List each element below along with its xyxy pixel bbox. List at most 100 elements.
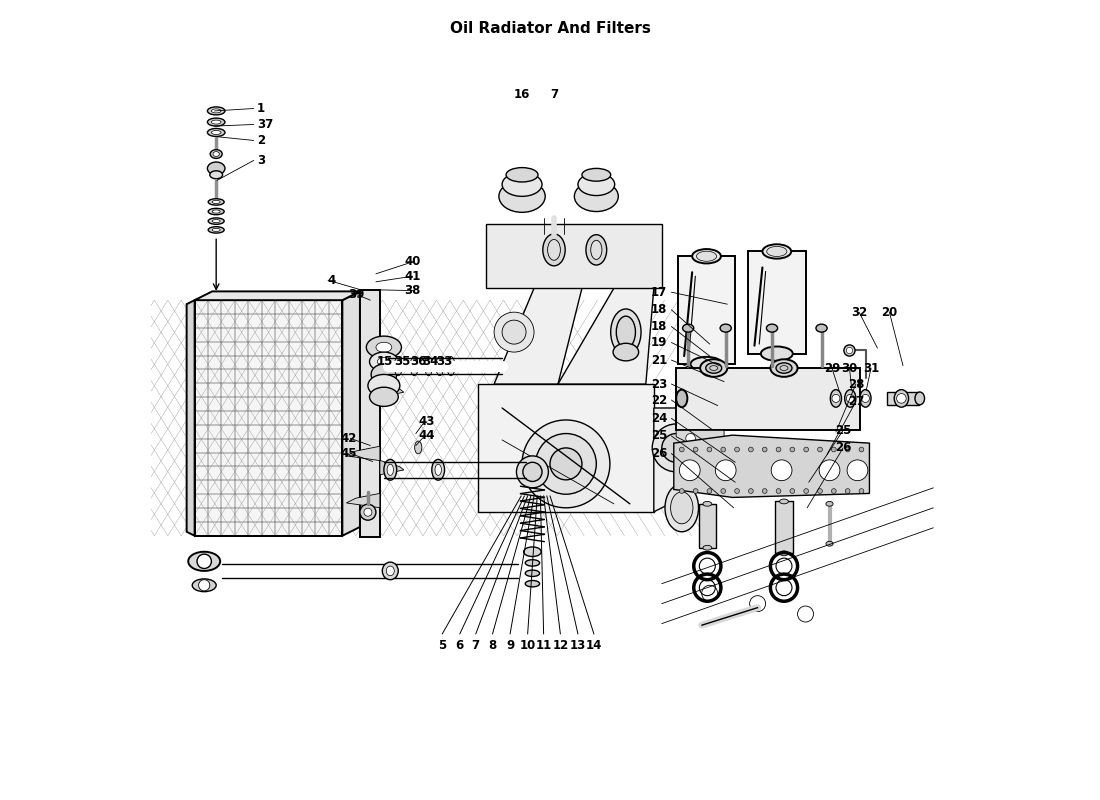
Ellipse shape [691,357,723,371]
Bar [748,251,805,354]
Text: 11: 11 [536,639,552,653]
Ellipse shape [845,390,856,407]
Polygon shape [653,408,702,512]
Circle shape [720,489,726,494]
Ellipse shape [700,359,727,377]
Circle shape [832,447,836,452]
Ellipse shape [208,107,226,115]
Ellipse shape [696,251,716,262]
Ellipse shape [208,198,224,205]
Ellipse shape [208,226,224,233]
Ellipse shape [830,390,842,407]
Circle shape [832,394,840,402]
Ellipse shape [208,162,226,174]
Ellipse shape [666,484,698,532]
Polygon shape [558,288,653,384]
Ellipse shape [692,249,720,263]
Circle shape [804,489,808,494]
Ellipse shape [410,357,418,376]
Text: 40: 40 [405,255,421,268]
Circle shape [846,394,855,402]
Circle shape [680,447,684,452]
Text: 45: 45 [340,447,356,460]
Circle shape [762,447,767,452]
Circle shape [685,434,695,443]
Ellipse shape [208,218,224,224]
Ellipse shape [447,357,455,376]
Text: 39: 39 [349,288,365,301]
Ellipse shape [826,502,833,506]
Text: 3: 3 [257,154,265,167]
Ellipse shape [415,441,421,454]
Polygon shape [195,291,360,300]
Ellipse shape [383,562,398,580]
Ellipse shape [706,363,722,374]
Ellipse shape [211,120,221,124]
Polygon shape [187,300,195,536]
Text: 38: 38 [405,284,421,297]
Ellipse shape [525,581,540,587]
Ellipse shape [542,234,565,266]
Text: 33: 33 [437,355,453,368]
Circle shape [652,424,700,472]
Text: 32: 32 [851,306,867,318]
Circle shape [735,447,739,452]
Ellipse shape [548,239,560,260]
Text: 43: 43 [418,415,434,428]
Bar [776,502,793,554]
Ellipse shape [386,566,394,576]
Ellipse shape [574,181,618,211]
Polygon shape [676,430,724,445]
Text: 7: 7 [550,89,558,102]
Circle shape [707,489,712,494]
Ellipse shape [720,324,732,332]
Circle shape [790,447,794,452]
Circle shape [735,489,739,494]
Circle shape [817,489,823,494]
Ellipse shape [591,240,602,259]
Circle shape [197,554,211,569]
Ellipse shape [502,172,542,196]
Text: 18: 18 [651,303,668,316]
Circle shape [859,447,864,452]
Circle shape [861,394,869,402]
Circle shape [707,447,712,452]
Ellipse shape [780,499,789,504]
Circle shape [847,460,868,481]
Ellipse shape [616,316,636,348]
Ellipse shape [703,546,712,550]
Circle shape [199,580,210,591]
Text: 14: 14 [585,639,602,653]
Text: 20: 20 [881,306,898,318]
Ellipse shape [506,168,538,182]
Text: 26: 26 [651,447,668,460]
Ellipse shape [208,118,226,126]
Bar [195,300,342,536]
Circle shape [846,347,852,354]
Text: 28: 28 [848,378,865,390]
Text: 15: 15 [376,355,393,368]
Ellipse shape [703,502,712,506]
Circle shape [720,447,726,452]
Text: 29: 29 [824,362,840,374]
Ellipse shape [610,309,641,355]
Ellipse shape [370,352,398,371]
Ellipse shape [776,363,792,374]
Ellipse shape [212,200,220,203]
Ellipse shape [762,244,791,258]
Text: 42: 42 [340,432,356,445]
Text: 44: 44 [418,430,434,442]
Polygon shape [342,291,360,536]
Ellipse shape [761,346,793,361]
Text: 7: 7 [472,639,480,653]
Ellipse shape [376,342,392,352]
Ellipse shape [213,152,219,157]
Ellipse shape [366,336,402,358]
Text: 37: 37 [257,118,273,131]
Ellipse shape [683,324,694,332]
Ellipse shape [425,357,432,376]
Circle shape [817,447,823,452]
Text: 31: 31 [864,362,879,374]
Ellipse shape [710,366,717,370]
Ellipse shape [212,210,220,213]
